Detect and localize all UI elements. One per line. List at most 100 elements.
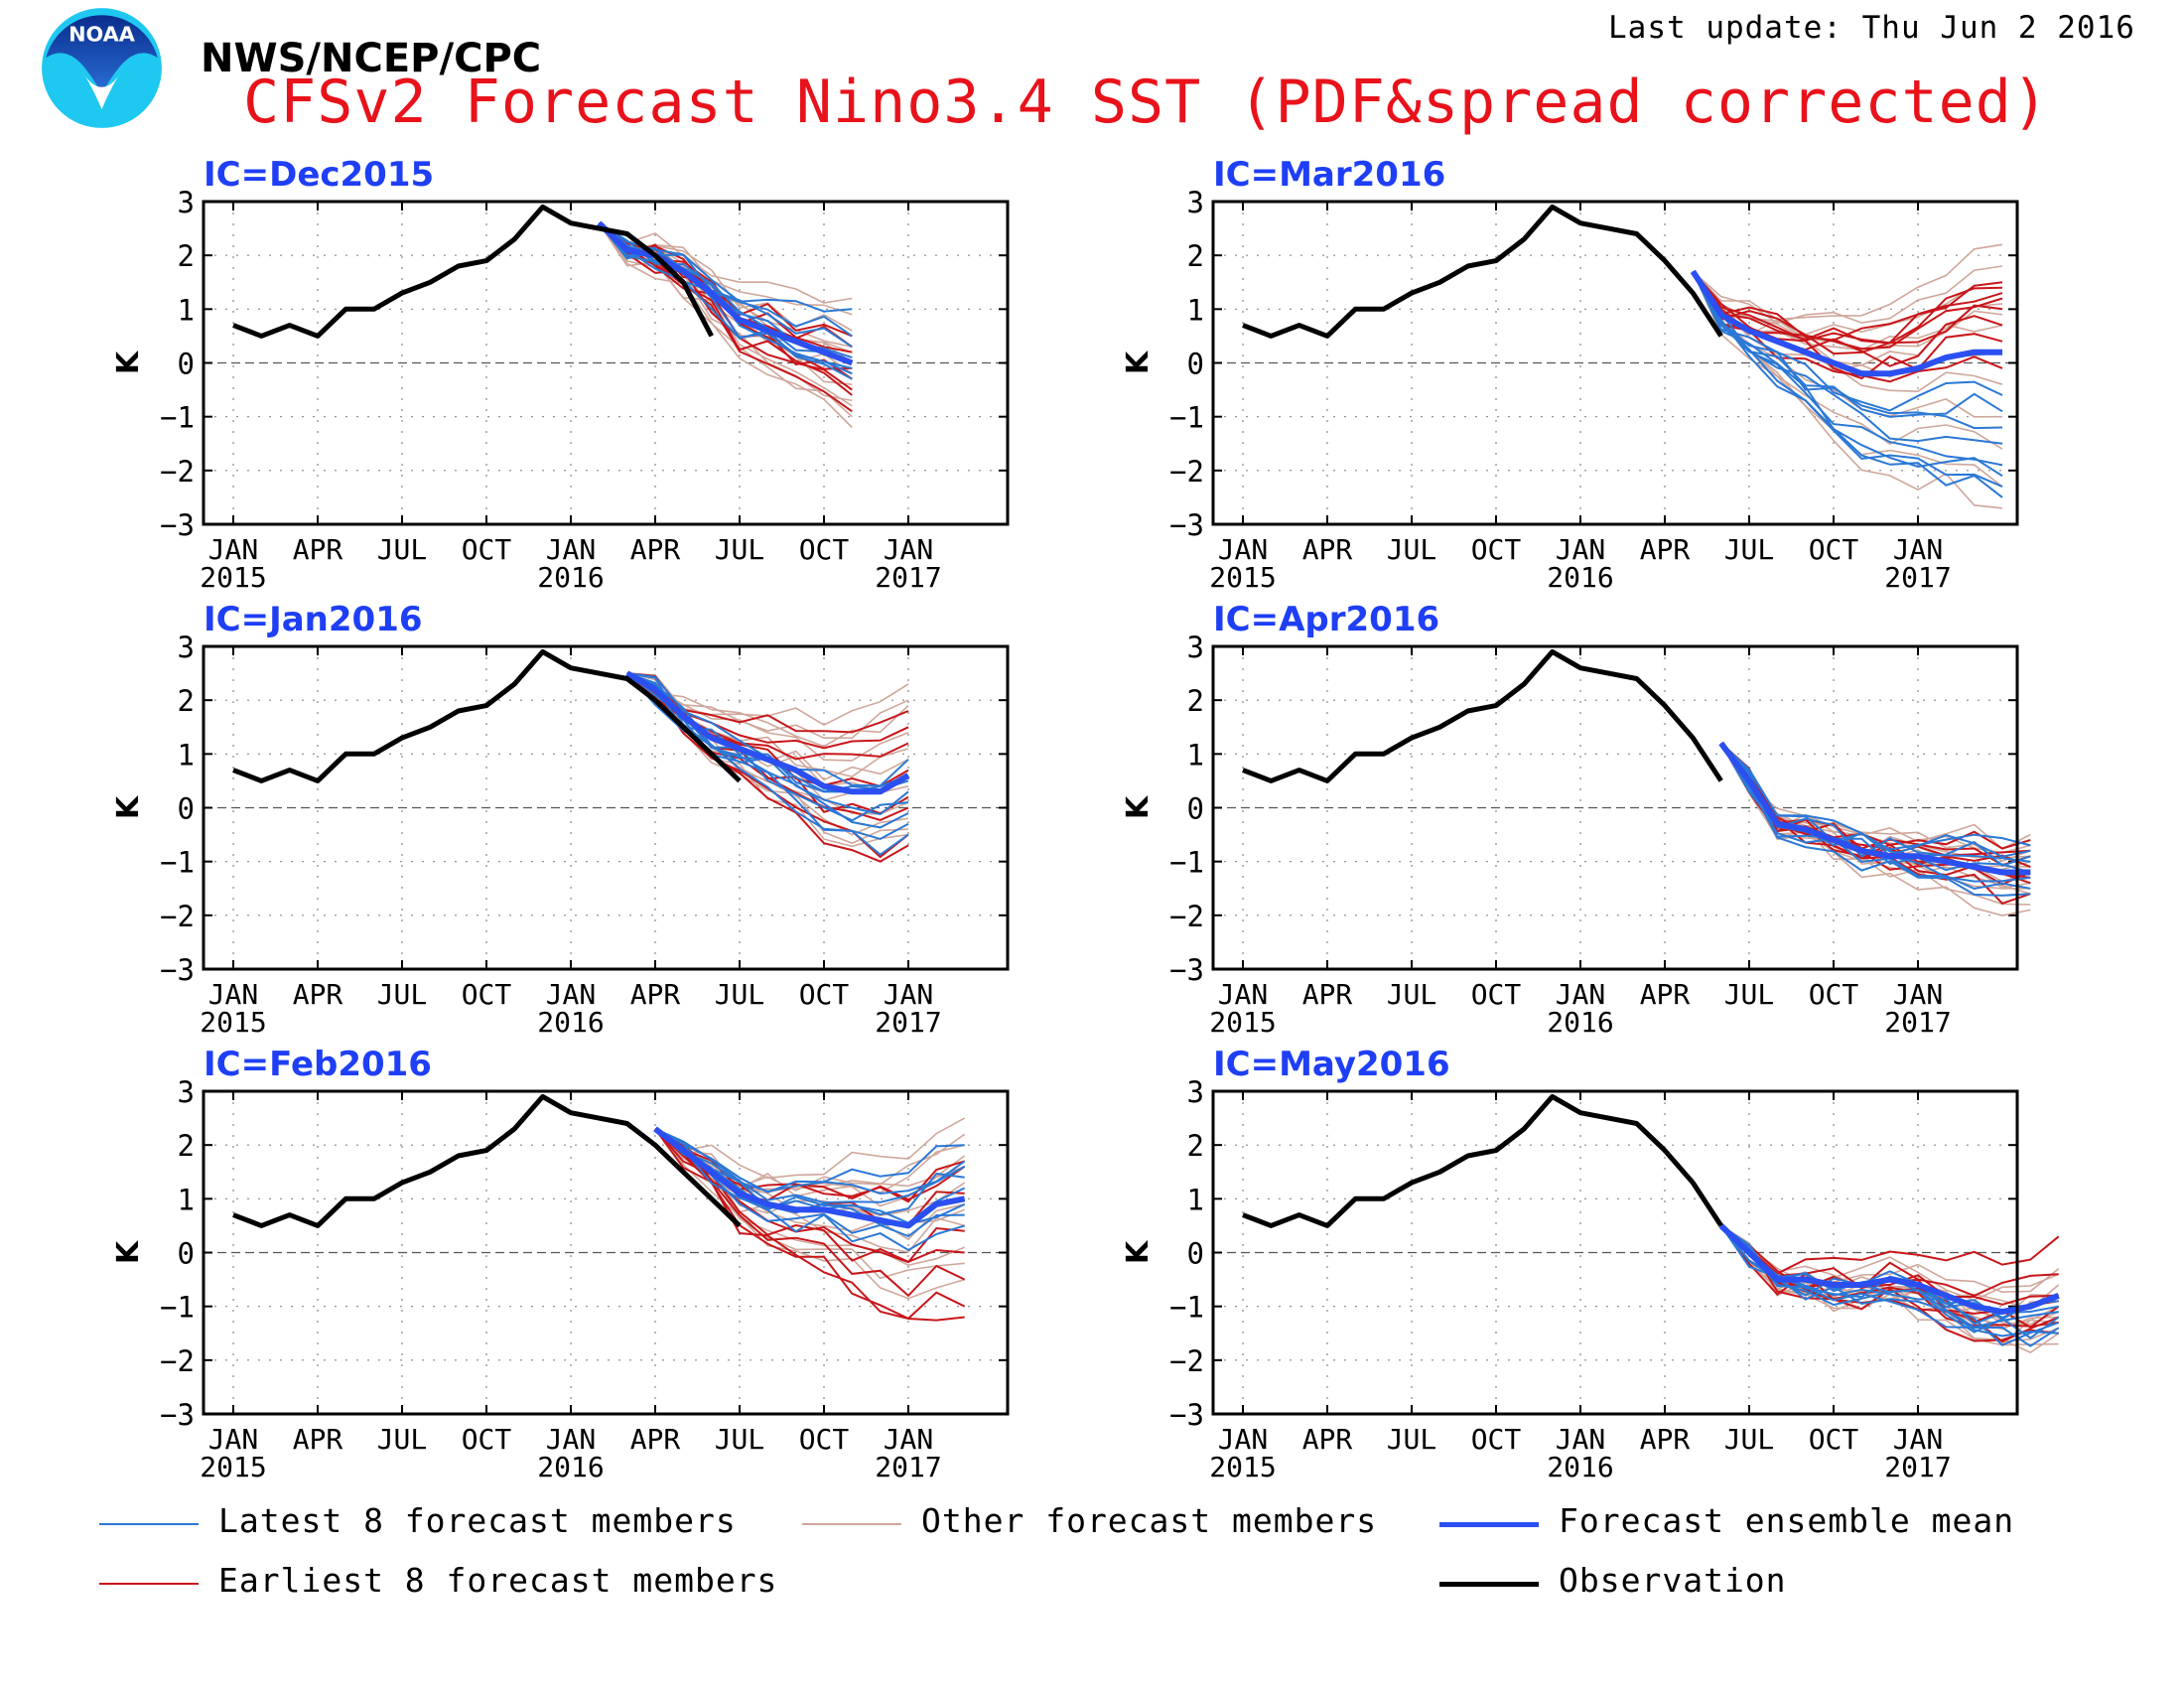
observation-line: [232, 1093, 742, 1228]
latest-member-line: [1719, 742, 2031, 858]
y-tick-label: 0: [1187, 792, 1204, 826]
y-tick-label: −1: [160, 1291, 195, 1325]
x-tick-label: JAN: [546, 978, 597, 1011]
x-tick-label: OCT: [1809, 1423, 1859, 1456]
legend-earliest-label: Earliest 8 forecast members: [218, 1561, 778, 1600]
x-tick-year-label: 2017: [1884, 561, 1951, 594]
other-member-line: [1692, 271, 2003, 509]
x-tick-label: JUL: [377, 1423, 428, 1456]
other-member-line: [1692, 265, 2003, 325]
y-tick-label: 0: [1187, 1237, 1204, 1271]
y-axis-label: K: [1121, 1239, 1156, 1264]
earliest-member-line: [1720, 1224, 2059, 1306]
observation-line: [1242, 204, 1723, 339]
other-member-line: [598, 222, 853, 429]
x-tick-year-label: 2016: [537, 1451, 604, 1483]
x-tick-label: JAN: [208, 978, 259, 1011]
x-tick-label: OCT: [799, 1423, 850, 1456]
agency-label: NWS/NCEP/CPC: [201, 36, 542, 81]
y-tick-label: −2: [160, 900, 195, 933]
x-tick-label: OCT: [799, 978, 850, 1011]
x-tick-label: APR: [630, 978, 681, 1011]
x-tick-year-label: 2015: [200, 561, 266, 594]
x-tick-label: JUL: [715, 978, 765, 1011]
x-tick-label: APR: [630, 533, 681, 566]
x-tick-year-label: 2016: [1547, 1451, 1613, 1483]
latest-member-line: [1720, 1224, 2060, 1347]
x-tick-year-label: 2016: [1547, 1006, 1613, 1039]
other-member-line: [1720, 743, 2031, 850]
x-tick-year-label: 2017: [875, 1451, 941, 1483]
x-tick-label: JAN: [884, 533, 934, 566]
other-member-line: [1692, 270, 2003, 336]
x-tick-label: APR: [1640, 1423, 1691, 1456]
y-tick-label: 1: [178, 293, 195, 327]
y-tick-label: 1: [1187, 293, 1204, 327]
other-member-line: [1720, 743, 2031, 916]
y-tick-label: −2: [1169, 455, 1204, 489]
figure-title: CFSv2 Forecast Nino3.4 SST (PDF&spread c…: [243, 68, 2050, 137]
y-tick-label: 3: [1187, 1075, 1204, 1109]
legend-observation-label: Observation: [1559, 1561, 1787, 1600]
x-tick-label: OCT: [1471, 978, 1522, 1011]
other-member-line: [1692, 271, 2003, 418]
y-tick-label: −3: [160, 953, 195, 987]
noaa-logo-icon: NOAA: [42, 8, 162, 128]
x-tick-label: JUL: [377, 978, 428, 1011]
x-tick-label: APR: [630, 1423, 681, 1456]
y-tick-label: −3: [1169, 953, 1204, 987]
y-tick-label: 1: [1187, 738, 1204, 772]
x-tick-year-label: 2015: [1209, 1006, 1276, 1039]
legend-latest-swatch: [99, 1523, 199, 1525]
plot-frame: [1211, 200, 2019, 526]
observation-line: [232, 648, 742, 783]
x-tick-year-label: 2015: [1209, 1451, 1276, 1483]
x-tick-label: JUL: [1724, 978, 1775, 1011]
noaa-logo-text: NOAA: [68, 22, 136, 46]
other-member-line: [654, 1117, 966, 1180]
y-tick-label: −2: [1169, 900, 1204, 933]
chart-title: IC=Dec2015: [204, 155, 434, 195]
legend-other-swatch: [802, 1523, 901, 1525]
y-tick-label: −1: [1169, 1291, 1204, 1325]
y-tick-label: −1: [160, 401, 195, 435]
x-tick-label: APR: [1302, 978, 1353, 1011]
chart-title: IC=Feb2016: [204, 1045, 432, 1084]
y-axis-label: K: [1121, 794, 1156, 819]
x-tick-label: APR: [293, 1423, 343, 1456]
y-tick-label: −1: [1169, 401, 1204, 435]
y-tick-label: 2: [1187, 684, 1204, 718]
earliest-member-line: [654, 1128, 965, 1264]
other-member-line: [1692, 270, 2003, 393]
y-tick-label: 1: [1187, 1183, 1204, 1216]
plot-frame: [1211, 644, 2019, 971]
x-tick-label: JAN: [546, 533, 597, 566]
chart-title: IC=Jan2016: [204, 600, 423, 639]
earliest-member-line: [1720, 1224, 2060, 1275]
earliest-member-line: [654, 1128, 965, 1263]
observation-line: [232, 204, 714, 339]
last-update-label: Last update: Thu Jun 2 2016: [1608, 10, 2135, 46]
earliest-member-line: [1720, 1224, 2059, 1328]
latest-member-line: [1692, 270, 2003, 498]
y-tick-label: −2: [160, 455, 195, 489]
latest-member-line: [626, 672, 909, 787]
y-tick-label: −3: [160, 1398, 195, 1432]
x-tick-label: APR: [293, 978, 343, 1011]
x-tick-year-label: 2015: [200, 1006, 266, 1039]
legend-mean-swatch: [1439, 1522, 1539, 1527]
x-tick-label: JUL: [715, 533, 765, 566]
chart-title: IC=Mar2016: [1213, 155, 1445, 195]
y-tick-label: −2: [160, 1344, 195, 1378]
other-member-line: [1692, 243, 2003, 321]
chart-title: IC=Apr2016: [1213, 600, 1439, 639]
ensemble-mean-line: [1690, 269, 2002, 377]
x-tick-label: JAN: [884, 1423, 934, 1456]
x-tick-year-label: 2015: [1209, 561, 1276, 594]
y-tick-label: −2: [1169, 1344, 1204, 1378]
